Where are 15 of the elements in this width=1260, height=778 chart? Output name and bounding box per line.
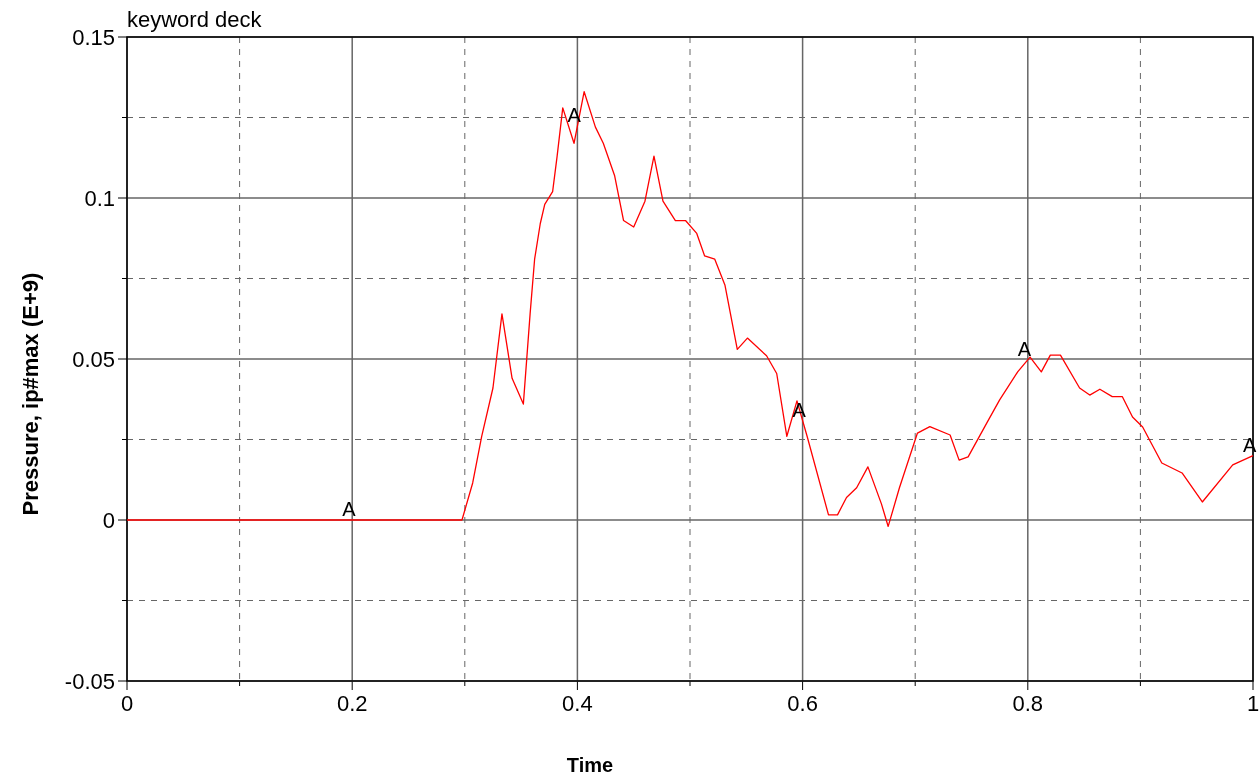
y-axis-title: Pressure, ip#max (E+9) xyxy=(18,272,43,516)
y-tick-label: 0.1 xyxy=(84,185,115,211)
x-tick-label: 0.8 xyxy=(1012,691,1044,716)
x-tick-label: 0.6 xyxy=(787,691,818,716)
x-tick-label: 1 xyxy=(1246,691,1260,716)
y-tick-label: 0 xyxy=(102,507,115,533)
y-tick-label: -0.05 xyxy=(64,668,115,694)
x-tick-label: 0 xyxy=(120,691,134,716)
line-series xyxy=(126,91,1254,528)
x-tick-label: 0.4 xyxy=(562,691,593,716)
y-tick-label: 0.05 xyxy=(72,346,115,372)
y-tick-label: 0.15 xyxy=(72,24,115,50)
chart-title: keyword deck xyxy=(127,7,263,32)
x-axis-title: Time xyxy=(566,754,614,776)
x-tick-label: 0.2 xyxy=(336,691,368,716)
